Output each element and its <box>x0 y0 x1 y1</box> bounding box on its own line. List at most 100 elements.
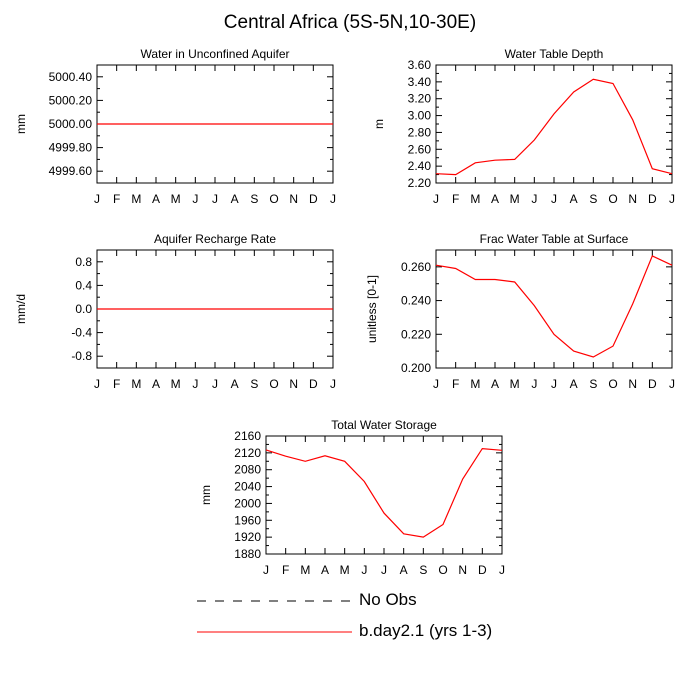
x-tick-label: J <box>361 563 367 577</box>
x-tick-label: S <box>419 563 427 577</box>
y-axis-label: mm <box>14 114 28 134</box>
x-tick-label: S <box>589 192 597 206</box>
y-tick-label: 5000.00 <box>49 117 93 131</box>
legend-label-model: b.day2.1 (yrs 1-3) <box>359 621 493 640</box>
x-tick-label: O <box>438 563 447 577</box>
y-tick-label: 0.4 <box>75 278 92 292</box>
x-tick-label: A <box>491 192 499 206</box>
x-tick-label: J <box>263 563 269 577</box>
x-tick-label: J <box>381 563 387 577</box>
x-tick-label: N <box>628 192 637 206</box>
x-tick-label: F <box>113 377 120 391</box>
y-tick-label: 0.240 <box>401 294 431 308</box>
y-tick-label: 4999.80 <box>49 141 93 155</box>
plot-frame <box>435 249 673 369</box>
x-tick-label: M <box>300 563 310 577</box>
x-tick-label: M <box>510 192 520 206</box>
x-tick-label: J <box>192 192 198 206</box>
x-tick-label: D <box>309 377 318 391</box>
x-tick-label: F <box>113 192 120 206</box>
x-tick-label: J <box>551 192 557 206</box>
panel-title: Water in Unconfined Aquifer <box>141 47 290 61</box>
x-tick-label: A <box>231 377 239 391</box>
x-tick-label: D <box>648 192 657 206</box>
x-tick-label: J <box>433 377 439 391</box>
y-tick-label: 0.8 <box>75 255 92 269</box>
panel-title: Water Table Depth <box>505 47 604 61</box>
y-tick-label: 2080 <box>234 463 261 477</box>
x-tick-label: M <box>171 192 181 206</box>
x-tick-label: M <box>340 563 350 577</box>
y-tick-label: 3.40 <box>408 75 432 89</box>
x-tick-label: M <box>131 192 141 206</box>
y-tick-label: 5000.40 <box>49 70 93 84</box>
x-tick-label: J <box>192 377 198 391</box>
y-tick-label: 3.00 <box>408 109 432 123</box>
x-tick-label: S <box>589 377 597 391</box>
y-tick-label: 4999.60 <box>49 164 93 178</box>
x-tick-label: J <box>531 192 537 206</box>
x-tick-label: M <box>131 377 141 391</box>
x-tick-label: A <box>400 563 408 577</box>
x-tick-label: J <box>551 377 557 391</box>
x-tick-label: N <box>289 192 298 206</box>
x-tick-label: J <box>433 192 439 206</box>
x-tick-label: N <box>289 377 298 391</box>
x-tick-label: M <box>171 377 181 391</box>
plot-frame <box>265 435 503 555</box>
y-tick-label: 2.60 <box>408 142 432 156</box>
panel-title: Total Water Storage <box>331 418 437 432</box>
x-tick-label: S <box>250 377 258 391</box>
y-tick-label: 3.60 <box>408 58 432 72</box>
y-tick-label: 1960 <box>234 513 261 527</box>
x-tick-label: N <box>458 563 467 577</box>
x-tick-label: J <box>669 192 675 206</box>
x-tick-label: O <box>608 192 617 206</box>
y-tick-label: 2.40 <box>408 159 432 173</box>
x-tick-label: D <box>648 377 657 391</box>
y-tick-label: 0.0 <box>75 302 92 316</box>
x-tick-label: F <box>452 377 459 391</box>
x-tick-label: F <box>282 563 289 577</box>
y-tick-label: 1880 <box>234 547 261 561</box>
legend-label-obs: No Obs <box>359 590 417 609</box>
x-tick-label: J <box>94 192 100 206</box>
series-line-model <box>435 78 673 176</box>
x-tick-label: J <box>212 192 218 206</box>
x-tick-label: J <box>531 377 537 391</box>
x-tick-label: A <box>231 192 239 206</box>
x-tick-label: J <box>330 192 336 206</box>
y-tick-label: 2160 <box>234 429 261 443</box>
y-tick-label: -0.8 <box>71 349 92 363</box>
panel-title: Frac Water Table at Surface <box>480 232 629 246</box>
figure-title: Central Africa (5S-5N,10-30E) <box>223 12 477 33</box>
y-tick-label: -0.4 <box>71 326 92 340</box>
y-tick-label: 2040 <box>234 480 261 494</box>
x-tick-label: M <box>510 377 520 391</box>
x-tick-label: F <box>452 192 459 206</box>
x-tick-label: A <box>570 377 578 391</box>
x-tick-label: D <box>478 563 487 577</box>
x-tick-label: J <box>212 377 218 391</box>
x-tick-label: A <box>491 377 499 391</box>
x-tick-label: O <box>269 192 278 206</box>
y-axis-label: mm <box>199 485 213 505</box>
y-tick-label: 0.200 <box>401 361 431 375</box>
x-tick-label: A <box>152 192 160 206</box>
x-tick-label: A <box>321 563 329 577</box>
y-tick-label: 0.220 <box>401 327 431 341</box>
series-line-model <box>265 447 503 538</box>
x-tick-label: O <box>608 377 617 391</box>
x-tick-label: S <box>250 192 258 206</box>
y-tick-label: 2120 <box>234 446 261 460</box>
y-tick-label: 0.260 <box>401 260 431 274</box>
y-tick-label: 3.20 <box>408 92 432 106</box>
y-tick-label: 1920 <box>234 530 261 544</box>
y-axis-label: m <box>372 119 386 129</box>
x-tick-label: D <box>309 192 318 206</box>
